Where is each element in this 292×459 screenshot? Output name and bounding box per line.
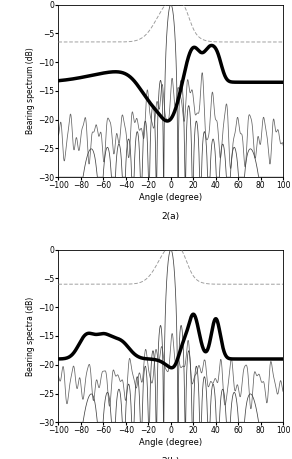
Text: 2(b): 2(b) xyxy=(162,457,180,459)
Y-axis label: Bearing spectra (dB): Bearing spectra (dB) xyxy=(26,297,35,375)
Text: 2(a): 2(a) xyxy=(162,212,180,221)
X-axis label: Angle (degree): Angle (degree) xyxy=(139,438,202,447)
X-axis label: Angle (degree): Angle (degree) xyxy=(139,193,202,202)
Y-axis label: Bearing spectrum (dB): Bearing spectrum (dB) xyxy=(26,48,35,134)
